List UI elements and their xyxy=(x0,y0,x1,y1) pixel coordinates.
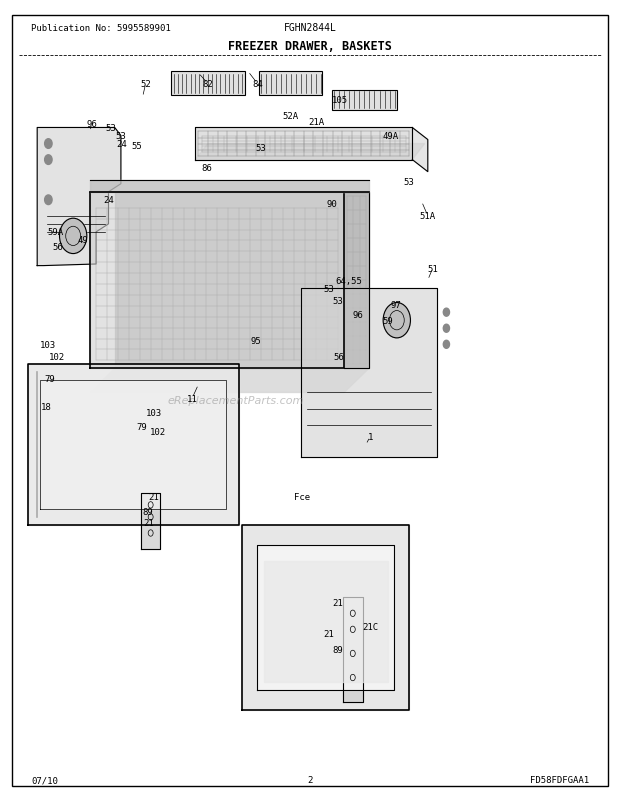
Text: 95: 95 xyxy=(250,336,262,346)
Polygon shape xyxy=(28,365,239,525)
Text: 79: 79 xyxy=(136,422,147,431)
Text: 102: 102 xyxy=(150,427,166,436)
Polygon shape xyxy=(301,289,437,457)
Text: 24: 24 xyxy=(116,140,127,149)
Text: 21: 21 xyxy=(143,518,154,528)
Text: 53: 53 xyxy=(332,296,343,306)
Polygon shape xyxy=(37,128,121,266)
Polygon shape xyxy=(40,381,226,509)
Text: 21: 21 xyxy=(148,492,159,502)
Text: 21: 21 xyxy=(332,598,343,608)
Text: 07/10: 07/10 xyxy=(31,775,58,784)
Text: 21: 21 xyxy=(323,629,334,638)
Text: 97: 97 xyxy=(390,300,401,310)
Polygon shape xyxy=(90,192,344,369)
Circle shape xyxy=(45,156,52,165)
Polygon shape xyxy=(195,128,412,160)
Circle shape xyxy=(60,219,87,254)
Text: 56: 56 xyxy=(52,242,63,252)
Polygon shape xyxy=(90,369,369,393)
Text: 51: 51 xyxy=(427,264,438,273)
Polygon shape xyxy=(343,597,363,702)
Text: 2: 2 xyxy=(308,775,312,784)
Circle shape xyxy=(443,325,449,333)
Circle shape xyxy=(45,196,52,205)
Text: 53: 53 xyxy=(255,144,266,153)
Circle shape xyxy=(45,140,52,149)
Text: 89: 89 xyxy=(332,645,343,654)
Text: 96: 96 xyxy=(86,119,97,129)
Text: 52A: 52A xyxy=(282,111,298,121)
Circle shape xyxy=(443,309,449,317)
Text: 1: 1 xyxy=(368,432,373,442)
Circle shape xyxy=(443,341,449,349)
Text: 90: 90 xyxy=(326,200,337,209)
Text: 86: 86 xyxy=(201,164,212,173)
Text: FD58FDFGAA1: FD58FDFGAA1 xyxy=(530,775,589,784)
Text: 89: 89 xyxy=(142,507,153,516)
Text: 105: 105 xyxy=(332,95,348,105)
Text: 59A: 59A xyxy=(48,228,64,237)
Text: Publication No: 5995589901: Publication No: 5995589901 xyxy=(31,23,171,33)
Text: FGHN2844L: FGHN2844L xyxy=(283,23,337,33)
Text: 103: 103 xyxy=(146,408,162,418)
Text: 24: 24 xyxy=(103,196,114,205)
Text: 102: 102 xyxy=(49,352,65,362)
Polygon shape xyxy=(242,525,409,710)
Polygon shape xyxy=(141,493,160,549)
Text: 64,55: 64,55 xyxy=(335,276,362,286)
Circle shape xyxy=(383,303,410,338)
Polygon shape xyxy=(257,545,394,690)
Text: 96: 96 xyxy=(353,310,364,320)
Text: eReplacementParts.com: eReplacementParts.com xyxy=(167,396,304,406)
Text: 84: 84 xyxy=(252,79,263,89)
Polygon shape xyxy=(344,192,369,369)
Polygon shape xyxy=(412,128,428,172)
Text: 53: 53 xyxy=(323,284,334,294)
Text: 53: 53 xyxy=(115,132,126,141)
Text: 49: 49 xyxy=(77,236,88,245)
Polygon shape xyxy=(195,144,425,160)
Bar xyxy=(332,91,397,111)
Text: 18: 18 xyxy=(41,403,52,412)
Text: 21A: 21A xyxy=(308,117,324,127)
Text: 53: 53 xyxy=(105,124,116,133)
Text: 49A: 49A xyxy=(383,132,399,141)
Text: 103: 103 xyxy=(40,340,56,350)
Text: 51A: 51A xyxy=(420,212,436,221)
Text: 53: 53 xyxy=(404,177,415,187)
Text: 55: 55 xyxy=(131,141,142,151)
Text: 21C: 21C xyxy=(362,622,378,632)
Bar xyxy=(170,72,245,96)
Bar xyxy=(259,72,322,96)
Text: 56: 56 xyxy=(334,352,345,362)
Polygon shape xyxy=(115,192,369,369)
Text: 52: 52 xyxy=(140,79,151,89)
Text: FREEZER DRAWER, BASKETS: FREEZER DRAWER, BASKETS xyxy=(228,40,392,53)
Text: 79: 79 xyxy=(44,374,55,383)
Text: 59: 59 xyxy=(382,316,393,326)
Polygon shape xyxy=(264,561,388,682)
Polygon shape xyxy=(90,180,369,192)
Text: 11: 11 xyxy=(187,394,198,403)
Text: 82: 82 xyxy=(202,79,213,89)
Text: Fce: Fce xyxy=(294,492,311,502)
